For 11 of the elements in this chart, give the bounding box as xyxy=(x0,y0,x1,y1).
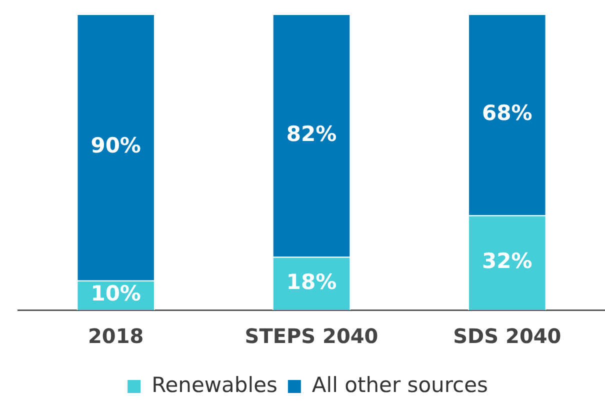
legend-label: All other sources xyxy=(312,372,488,397)
data-label: 82% xyxy=(286,122,337,146)
data-label: 18% xyxy=(286,270,337,294)
x-tick-label: 2018 xyxy=(88,324,144,348)
data-label: 10% xyxy=(90,282,141,306)
data-label: 90% xyxy=(90,134,141,158)
x-tick-label: STEPS 2040 xyxy=(244,324,378,348)
data-label: 32% xyxy=(482,249,532,274)
data-label: 68% xyxy=(482,101,532,126)
x-tick-label: SDS 2040 xyxy=(453,324,562,348)
legend-label: Renewables xyxy=(152,372,278,397)
